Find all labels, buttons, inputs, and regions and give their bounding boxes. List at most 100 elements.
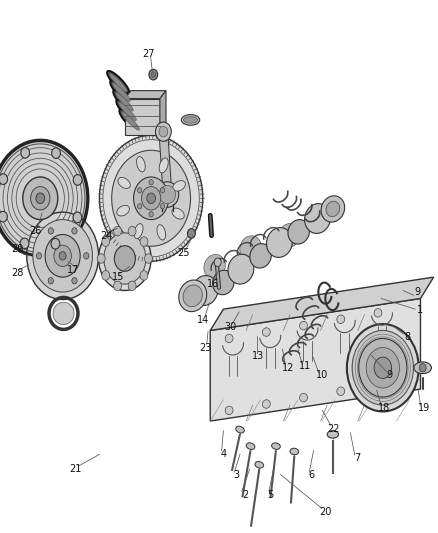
Circle shape (113, 227, 121, 236)
Circle shape (31, 187, 50, 210)
Ellipse shape (113, 90, 136, 114)
Circle shape (73, 175, 82, 185)
Ellipse shape (225, 334, 233, 343)
Ellipse shape (118, 177, 130, 189)
Ellipse shape (183, 285, 202, 306)
Circle shape (99, 227, 151, 290)
Text: 7: 7 (354, 454, 360, 463)
Circle shape (59, 252, 66, 260)
Text: 26: 26 (30, 226, 42, 236)
Ellipse shape (262, 328, 270, 336)
Ellipse shape (272, 443, 280, 449)
Ellipse shape (116, 93, 133, 111)
Circle shape (48, 278, 53, 284)
Circle shape (51, 238, 60, 249)
Circle shape (140, 271, 148, 280)
Text: 6: 6 (308, 471, 314, 480)
Ellipse shape (119, 109, 142, 133)
Ellipse shape (255, 462, 264, 468)
Ellipse shape (266, 228, 293, 257)
Circle shape (48, 228, 53, 234)
Text: 14: 14 (197, 315, 209, 325)
Ellipse shape (326, 201, 340, 216)
Polygon shape (210, 298, 420, 421)
Text: 27: 27 (143, 50, 155, 59)
Circle shape (72, 278, 77, 284)
Circle shape (36, 253, 42, 259)
Text: 8: 8 (404, 332, 410, 342)
Circle shape (214, 258, 221, 266)
Text: 19: 19 (418, 403, 430, 413)
Text: 1: 1 (417, 305, 424, 315)
Text: 9: 9 (414, 287, 420, 297)
Ellipse shape (117, 205, 130, 216)
Ellipse shape (116, 100, 139, 123)
Circle shape (45, 235, 80, 277)
Text: 20: 20 (319, 507, 331, 516)
Ellipse shape (192, 276, 218, 305)
Ellipse shape (337, 387, 345, 395)
Circle shape (0, 211, 7, 222)
Polygon shape (159, 132, 172, 192)
Circle shape (138, 204, 142, 209)
Text: 2: 2 (242, 490, 248, 499)
Circle shape (128, 227, 136, 236)
Circle shape (102, 237, 110, 246)
Circle shape (134, 177, 169, 220)
Circle shape (104, 233, 146, 284)
Circle shape (33, 220, 92, 292)
Ellipse shape (300, 393, 307, 402)
Circle shape (147, 193, 155, 204)
Circle shape (149, 180, 153, 185)
Text: 21: 21 (69, 464, 81, 474)
Ellipse shape (159, 158, 168, 173)
Ellipse shape (110, 80, 133, 104)
Circle shape (21, 148, 30, 158)
Text: 25: 25 (178, 248, 190, 258)
Circle shape (84, 253, 89, 259)
Ellipse shape (288, 220, 310, 244)
Text: 23: 23 (199, 343, 211, 352)
Circle shape (99, 135, 203, 261)
Ellipse shape (374, 381, 382, 389)
Text: 24: 24 (101, 231, 113, 241)
Ellipse shape (228, 254, 254, 284)
Text: 12: 12 (282, 363, 294, 373)
Ellipse shape (262, 400, 270, 408)
Circle shape (54, 245, 71, 266)
Circle shape (97, 254, 105, 263)
Circle shape (359, 338, 407, 397)
Ellipse shape (173, 181, 185, 191)
Circle shape (151, 72, 155, 77)
Ellipse shape (250, 244, 272, 268)
Ellipse shape (279, 223, 300, 248)
Text: 9: 9 (387, 370, 393, 379)
Ellipse shape (134, 224, 143, 239)
Circle shape (73, 212, 82, 223)
Circle shape (366, 348, 399, 388)
Ellipse shape (53, 302, 74, 325)
Ellipse shape (327, 431, 339, 438)
Ellipse shape (246, 443, 255, 449)
Circle shape (347, 324, 419, 411)
Circle shape (138, 188, 142, 193)
Circle shape (52, 148, 60, 158)
Polygon shape (210, 277, 434, 330)
Ellipse shape (321, 196, 345, 222)
Circle shape (419, 364, 426, 372)
Ellipse shape (212, 270, 234, 295)
Circle shape (72, 228, 77, 234)
Text: 29: 29 (11, 244, 24, 254)
Circle shape (145, 254, 152, 263)
Polygon shape (125, 99, 160, 135)
Circle shape (352, 330, 413, 405)
Circle shape (114, 246, 135, 271)
Circle shape (128, 281, 136, 290)
Text: 4: 4 (220, 449, 226, 459)
Text: 10: 10 (316, 370, 328, 380)
Circle shape (112, 150, 191, 246)
Ellipse shape (107, 71, 130, 94)
Circle shape (187, 229, 195, 238)
Text: 18: 18 (378, 403, 391, 413)
Ellipse shape (374, 309, 382, 317)
